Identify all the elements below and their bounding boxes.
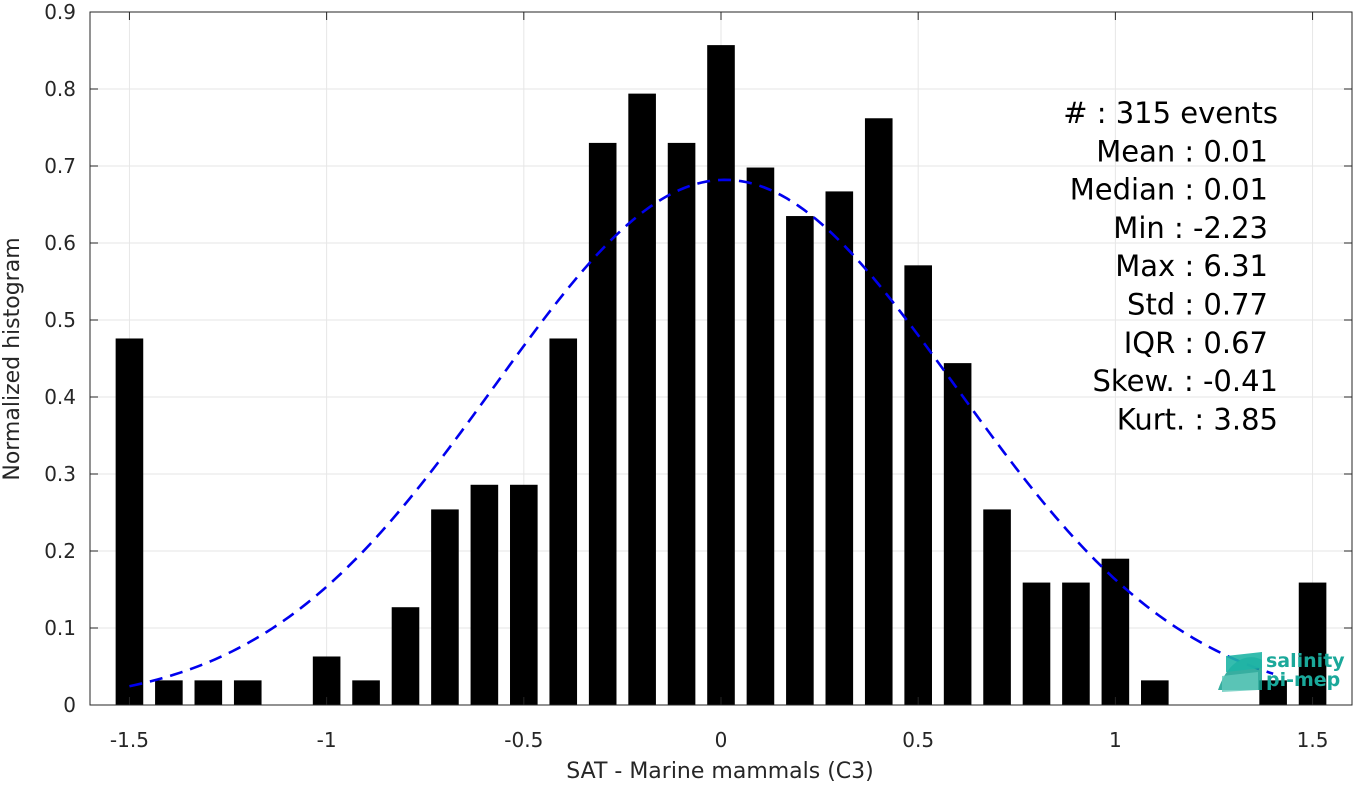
- stats-box: # : 315 events Mean : 0.01 Median : 0.01 Mi…: [1063, 96, 1278, 436]
- x-axis-title: SAT - Marine mammals (C3): [566, 759, 874, 784]
- x-tick-label: 0: [715, 728, 728, 752]
- stats-line: Std : 0.77: [1127, 288, 1268, 322]
- histogram-bar: [786, 216, 814, 706]
- x-tick-label: -1: [317, 728, 337, 752]
- bars-layer: [115, 45, 1327, 706]
- stats-line: Median : 0.01: [1070, 173, 1268, 207]
- y-tick-label: 0.7: [44, 154, 76, 178]
- x-tick-label: -1.5: [110, 728, 149, 752]
- x-tick-label: 1: [1109, 728, 1122, 752]
- y-tick-label: 0.3: [44, 462, 76, 486]
- stats-line: Max : 6.31: [1115, 249, 1268, 283]
- histogram-bar: [194, 680, 223, 705]
- histogram-bar: [707, 45, 735, 706]
- histogram-bar: [667, 142, 696, 705]
- histogram-bar: [628, 93, 656, 706]
- histogram-bar: [233, 680, 262, 705]
- x-tick-label: -0.5: [504, 728, 543, 752]
- histogram-bar: [943, 363, 972, 705]
- salinity-pimep-logo: salinity pi-mep: [1218, 650, 1345, 692]
- x-tick-label: 0.5: [902, 728, 934, 752]
- histogram-bar: [1298, 582, 1327, 705]
- y-tick-label: 0.4: [44, 385, 76, 409]
- logo-line2: pi-mep: [1266, 669, 1340, 691]
- stats-line: IQR : 0.67: [1124, 326, 1268, 360]
- histogram-bar: [825, 191, 854, 705]
- histogram-bar: [904, 265, 932, 705]
- histogram-bar: [1141, 680, 1169, 705]
- histogram-bar: [1101, 558, 1130, 705]
- histogram-bar: [1259, 680, 1287, 705]
- histogram-bar: [1062, 582, 1090, 705]
- histogram-bar: [549, 338, 578, 705]
- histogram-bar: [312, 656, 341, 705]
- histogram-bar: [155, 680, 183, 705]
- histogram-bar: [115, 338, 144, 705]
- histogram-bar: [983, 509, 1011, 705]
- stats-line: Kurt. : 3.85: [1117, 402, 1278, 436]
- x-tick-label: 1.5: [1297, 728, 1329, 752]
- histogram-bar: [1022, 582, 1051, 705]
- stats-line: # : 315 events: [1063, 96, 1278, 130]
- stats-line: Min : -2.23: [1113, 211, 1268, 245]
- logo-line1: salinity: [1266, 650, 1345, 672]
- histogram-bar: [391, 607, 420, 705]
- histogram-bar: [470, 484, 499, 705]
- y-axis-title: Normalized histogram: [0, 237, 25, 480]
- y-tick-label: 0.2: [44, 539, 76, 563]
- wave-logo-icon: [1218, 652, 1262, 692]
- histogram-bar: [352, 680, 380, 705]
- stats-line: Skew. : -0.41: [1092, 364, 1278, 398]
- stats-line: Mean : 0.01: [1096, 134, 1268, 168]
- y-tick-label: 0: [63, 693, 76, 717]
- normal-fit-curve: [129, 178, 1274, 688]
- histogram-bar: [588, 142, 617, 705]
- histogram-bar: [431, 509, 459, 705]
- y-tick-label: 0.5: [44, 308, 76, 332]
- y-tick-label: 0.6: [44, 231, 76, 255]
- histogram-bar: [510, 484, 538, 705]
- histogram-bar: [864, 118, 893, 705]
- y-tick-label: 0.1: [44, 616, 76, 640]
- histogram-bar: [746, 167, 775, 706]
- y-tick-label: 0.8: [44, 77, 76, 101]
- ticks-layer: -1.5 -1 -0.5 0 0.5 1 1.5 0 0.1 0.2 0.3 0.4 0.5 0.6 0.7…: [44, 0, 1352, 752]
- y-tick-label: 0.9: [44, 0, 76, 24]
